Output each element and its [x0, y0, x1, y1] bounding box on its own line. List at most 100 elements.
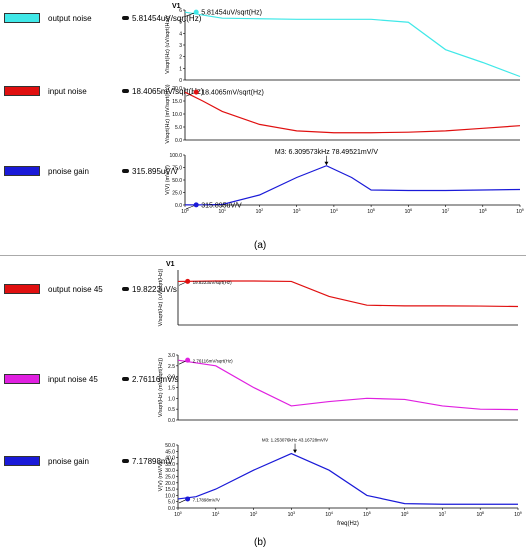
x-tick-label: 109 — [516, 208, 524, 215]
y-tick-label: 50.0 — [165, 443, 175, 449]
legend-a-2: pnoise gain 315.895uV/V — [4, 165, 178, 177]
marker-label: 2.76116mV/sqrt(Hz) — [193, 359, 233, 364]
marker-label: 18.4065mV/sqrt(Hz) — [201, 90, 264, 97]
marker-point — [185, 278, 191, 284]
x-tick-label: 107 — [439, 511, 447, 518]
x-tick-label: 108 — [479, 208, 487, 215]
marker-icon — [122, 89, 129, 93]
legend-name: output noise — [48, 13, 92, 23]
y-tick-label: 3 — [179, 43, 182, 49]
legend-value: 7.17898mV — [132, 456, 173, 466]
y-tick-label: 30.0 — [165, 468, 175, 474]
panel-label-a: (a) — [254, 240, 267, 251]
y-tick-label: 10.0 — [172, 112, 182, 118]
legend-name: input noise 45 — [48, 374, 98, 384]
y-axis-label: V/sqrt(Hz) (mV/sqrt(Hz)) — [158, 358, 164, 417]
y-tick-label: 20.0 — [165, 481, 175, 487]
y-tick-label: 10.0 — [165, 493, 175, 499]
marker-label: 5.81454uV/sqrt(Hz) — [201, 10, 262, 17]
legend-swatch — [4, 166, 40, 176]
y-tick-label: 1.5 — [168, 386, 175, 392]
x-tick-label: 104 — [325, 511, 333, 518]
y-tick-label: 4 — [179, 31, 182, 37]
legend-name: output noise 45 — [48, 284, 103, 294]
y-tick-label: 15.0 — [165, 487, 175, 493]
marker-icon — [122, 287, 129, 291]
y-axis-label: V/sqrt(Hz) (uV/sqrt(Hz)) — [165, 16, 171, 74]
marker-icon — [122, 169, 129, 173]
legend-a-0: output noise 5.81454uV/sqrt(Hz) — [4, 12, 201, 24]
y-tick-label: 0.5 — [168, 407, 175, 413]
legend-a-1: input noise 18.4065mV/sqrt(Hz) — [4, 85, 204, 97]
y-tick-label: 5.0 — [175, 125, 182, 131]
marker-label: 19.8223uV/sqrt(Hz) — [193, 280, 233, 285]
x-tick-label: 106 — [401, 511, 409, 518]
x-tick-label: 102 — [256, 208, 264, 215]
legend-name: pnoise gain — [48, 166, 89, 176]
x-tick-label: 100 — [174, 511, 182, 518]
legend-b-0: output noise 45 19.8223uV/s — [4, 283, 177, 295]
legend-b-1: input noise 45 2.76116mV/s — [4, 373, 179, 385]
y-tick-label: 0.0 — [168, 418, 175, 424]
series-line — [177, 359, 519, 411]
legend-name: input noise — [48, 86, 87, 96]
marker-point — [193, 202, 199, 208]
x-tick-label: 105 — [363, 511, 371, 518]
x-tick-label: 108 — [476, 511, 484, 518]
legend-swatch — [4, 456, 40, 466]
y-tick-label: 5.0 — [168, 500, 175, 506]
legend-b-2: pnoise gain 7.17898mV — [4, 455, 173, 467]
legend-name: pnoise gain — [48, 456, 89, 466]
peak-arrowhead — [293, 449, 298, 454]
marker-icon — [122, 16, 129, 20]
marker-point — [193, 89, 199, 95]
legend-value: 19.8223uV/s — [132, 284, 177, 294]
y-tick-label: 0.0 — [175, 203, 182, 209]
plot-title-a: V1 — [172, 3, 181, 10]
y-axis-label: V(V) (mV/V) — [165, 165, 171, 195]
x-tick-label: 103 — [293, 208, 301, 215]
x-tick-label: 101 — [218, 208, 226, 215]
marker-label: 315.895uV/V — [201, 202, 242, 209]
marker-point — [185, 357, 191, 363]
peak-arrowhead — [324, 161, 329, 166]
x-axis-label: freq(Hz) — [337, 521, 359, 527]
y-tick-label: 25.0 — [165, 475, 175, 481]
y-tick-label: 40.0 — [165, 456, 175, 462]
peak-label: M3: 6.309573kHz 78.49521mV/V — [275, 149, 378, 156]
legend-swatch — [4, 13, 40, 23]
y-axis-label: V/sqrt(Hz) (mV/sqrt(Hz)) — [165, 84, 171, 143]
y-tick-label: 0 — [179, 78, 182, 84]
series-line — [184, 165, 521, 206]
x-tick-label: 100 — [181, 208, 189, 215]
legend-value: 315.895uV/V — [132, 166, 179, 176]
series-line — [177, 280, 519, 308]
y-tick-label: 0.0 — [168, 506, 175, 512]
y-tick-label: 45.0 — [165, 449, 175, 455]
y-axis-label: V(V) (mV/V) — [158, 462, 164, 492]
legend-value: 18.4065mV/sqrt(Hz) — [132, 86, 204, 96]
y-tick-label: 35.0 — [165, 462, 175, 468]
y-tick-label: 25.0 — [172, 191, 182, 197]
y-tick-label: 1.0 — [168, 396, 175, 402]
y-axis-label: V/sqrt(Hz) (uV/sqrt(Hz)) — [158, 268, 164, 326]
legend-swatch — [4, 284, 40, 294]
marker-icon — [122, 377, 129, 381]
marker-point — [193, 9, 199, 15]
y-tick-label: 5 — [179, 20, 182, 26]
y-tick-label: 2.0 — [168, 375, 175, 381]
y-tick-label: 6 — [179, 8, 182, 14]
y-tick-label: 50.0 — [172, 178, 182, 184]
marker-point — [185, 496, 191, 502]
legend-value: 5.81454uV/sqrt(Hz) — [132, 13, 202, 23]
y-tick-label: 75.0 — [172, 166, 182, 172]
x-tick-label: 104 — [330, 208, 338, 215]
x-tick-label: 105 — [367, 208, 375, 215]
plot-title-b: V1 — [166, 261, 175, 268]
legend-value: 2.76116mV/s — [132, 374, 179, 384]
y-tick-label: 2 — [179, 55, 182, 61]
y-tick-label: 100.0 — [169, 153, 182, 159]
marker-icon — [122, 459, 129, 463]
x-tick-label: 101 — [212, 511, 220, 518]
